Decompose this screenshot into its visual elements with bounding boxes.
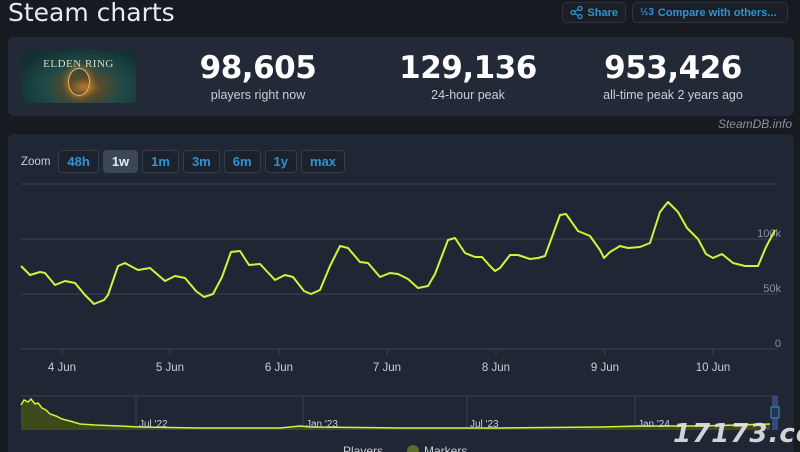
zoom-1w[interactable]: 1w bbox=[102, 150, 139, 173]
stat-all-time-peak: 953,426 all-time peak 2 years ago bbox=[578, 50, 768, 102]
x-tick: 7 Jun bbox=[373, 362, 401, 374]
x-axis bbox=[61, 349, 714, 355]
x-tick-labels: 4 Jun 5 Jun 6 Jun 7 Jun 8 Jun 9 Jun 10 J… bbox=[48, 362, 730, 374]
share-icon bbox=[570, 6, 584, 19]
nav-tick: Jan '24 bbox=[638, 419, 670, 430]
stat-label: players right now bbox=[210, 88, 306, 102]
zoom-1m[interactable]: 1m bbox=[142, 150, 179, 173]
zoom-6m[interactable]: 6m bbox=[223, 150, 261, 173]
x-tick: 4 Jun bbox=[48, 362, 76, 374]
steamdb-credit[interactable]: SteamDB.info bbox=[717, 117, 792, 131]
markers-dot-icon bbox=[407, 445, 419, 452]
game-thumbnail[interactable]: ELDEN RING bbox=[21, 50, 136, 103]
y-tick: 0 bbox=[775, 338, 781, 350]
share-label: Share bbox=[587, 6, 618, 19]
navigator[interactable]: Jul '22 Jan '23 Jul '23 Jan '24 bbox=[20, 395, 780, 430]
x-tick: 10 Jun bbox=[696, 362, 731, 374]
navigator-area bbox=[21, 399, 770, 430]
players-line bbox=[20, 201, 776, 305]
stat-label: all-time peak 2 years ago bbox=[603, 88, 743, 102]
nav-tick: Jul '22 bbox=[139, 419, 168, 430]
chart-panel: Zoom 48h 1w 1m 3m 6m 1y max bbox=[8, 134, 794, 452]
y-tick: 100k bbox=[757, 228, 781, 240]
legend-players[interactable]: Players bbox=[343, 444, 383, 452]
zoom-bar: Zoom 48h 1w 1m 3m 6m 1y max bbox=[21, 150, 346, 173]
stats-panel: ELDEN RING 98,605 players right now 129,… bbox=[8, 37, 794, 116]
stat-value: 953,426 bbox=[604, 50, 742, 86]
navigator-line bbox=[20, 397, 771, 429]
stat-current-players: 98,605 players right now bbox=[178, 50, 338, 102]
page-title: Steam charts bbox=[8, 0, 175, 27]
zoom-max[interactable]: max bbox=[301, 150, 346, 173]
compare-button[interactable]: ½3 Compare with others... bbox=[632, 2, 788, 23]
navigator-labels: Jul '22 Jan '23 Jul '23 Jan '24 bbox=[139, 419, 670, 430]
x-tick: 6 Jun bbox=[265, 362, 293, 374]
y-tick: 50k bbox=[763, 283, 781, 295]
chart-gridlines bbox=[21, 183, 778, 350]
elden-ring-emblem-icon bbox=[68, 68, 90, 96]
stat-value: 129,136 bbox=[399, 50, 537, 86]
stat-24h-peak: 129,136 24-hour peak bbox=[388, 50, 548, 102]
compare-label: Compare with others... bbox=[657, 6, 777, 19]
x-tick: 8 Jun bbox=[482, 362, 510, 374]
share-button[interactable]: Share bbox=[562, 2, 626, 23]
nav-tick: Jan '23 bbox=[306, 419, 338, 430]
game-logo: ELDEN RING bbox=[43, 58, 114, 70]
zoom-3m[interactable]: 3m bbox=[182, 150, 220, 173]
watermark: 17173.com bbox=[673, 419, 800, 449]
nav-tick: Jul '23 bbox=[470, 419, 499, 430]
fraction-icon: ½3 bbox=[640, 6, 654, 18]
header-actions: Share ½3 Compare with others... bbox=[562, 2, 788, 23]
x-tick: 9 Jun bbox=[591, 362, 619, 374]
stat-label: 24-hour peak bbox=[431, 88, 505, 102]
x-tick: 5 Jun bbox=[156, 362, 184, 374]
navigator-handle[interactable] bbox=[770, 406, 780, 419]
legend-markers[interactable]: Markers bbox=[424, 444, 467, 452]
zoom-48h[interactable]: 48h bbox=[58, 150, 99, 173]
zoom-label: Zoom bbox=[21, 155, 51, 168]
zoom-1y[interactable]: 1y bbox=[264, 150, 298, 173]
legend: Players Markers bbox=[343, 444, 467, 452]
stat-value: 98,605 bbox=[199, 50, 317, 86]
y-axis: 100k 50k 0 bbox=[757, 228, 781, 350]
